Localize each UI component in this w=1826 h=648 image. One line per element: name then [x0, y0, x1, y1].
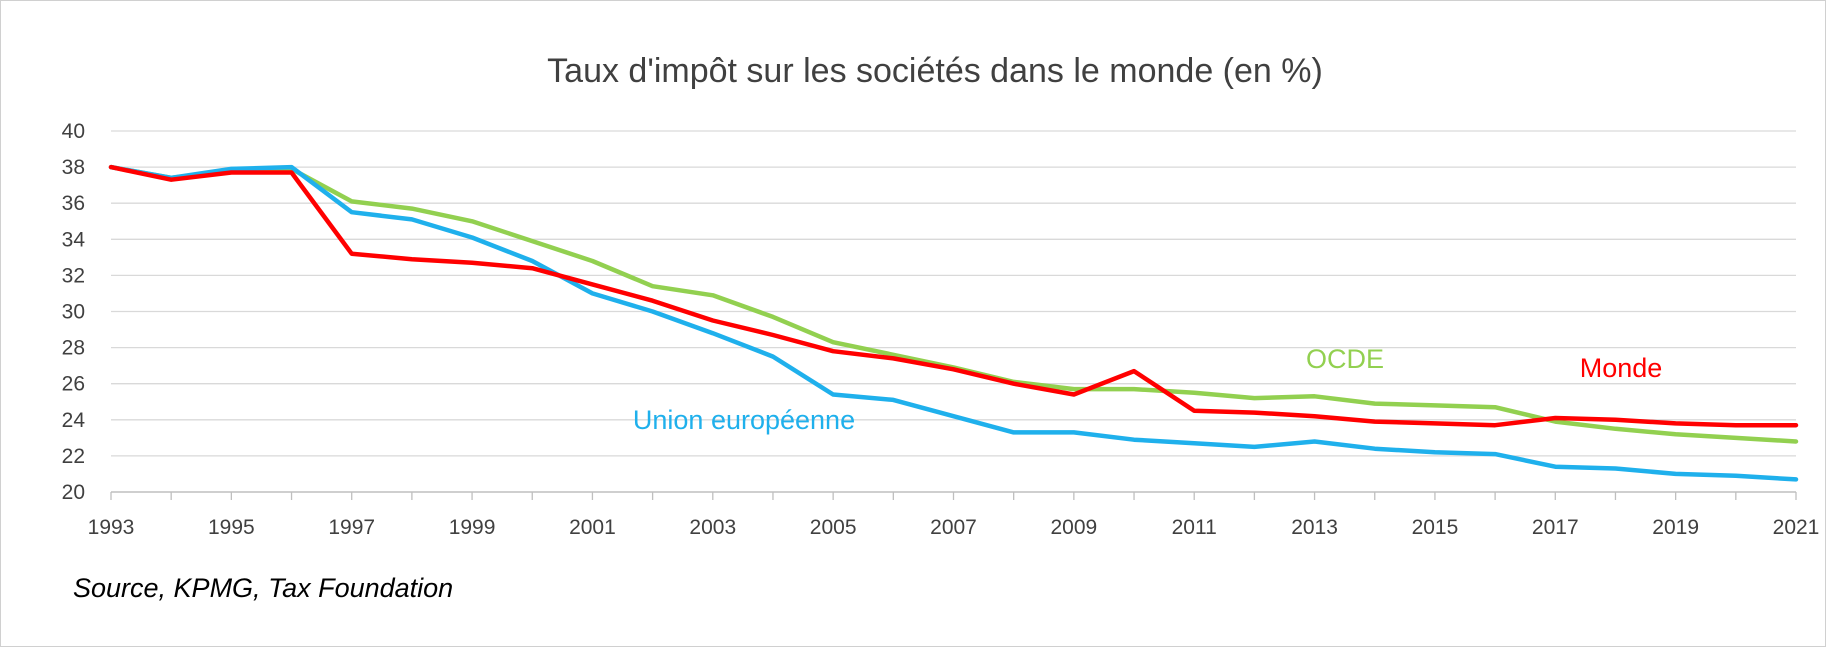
- x-tick-label: 2011: [1172, 516, 1217, 539]
- chart-title: Taux d'impôt sur les sociétés dans le mo…: [547, 52, 1323, 90]
- x-tick-label: 2015: [1412, 516, 1459, 539]
- series-lines: [108, 164, 1799, 482]
- y-tick-label: 32: [62, 264, 85, 287]
- x-tick-label: 1999: [449, 516, 496, 539]
- series-line-1: [108, 164, 1799, 482]
- x-tick-label: 2001: [569, 516, 616, 539]
- x-tick-label: 2009: [1050, 516, 1097, 539]
- y-tick-label: 22: [62, 445, 85, 468]
- y-tick-label: 40: [62, 120, 85, 143]
- x-tick-label: 1997: [328, 516, 375, 539]
- y-tick-label: 26: [62, 373, 85, 396]
- gridlines: [111, 130, 1796, 457]
- x-axis-ticks: 1993 1995 1997 1999 2001 2003 2005 2007 2009 2011…: [88, 516, 1820, 539]
- x-tick-label: 2005: [810, 516, 857, 539]
- series-label-1: Union européenne: [633, 405, 855, 435]
- y-tick-label: 34: [62, 228, 86, 251]
- series-label-0: OCDE: [1306, 344, 1384, 374]
- series-labels: OCDE Union européenne Monde: [633, 344, 1662, 435]
- y-axis: 20 22 24 26 28 30 32 34 36 38 40: [62, 120, 86, 504]
- y-tick-label: 24: [62, 409, 86, 432]
- x-axis: [110, 491, 1797, 500]
- y-tick-label: 30: [62, 301, 85, 324]
- x-tick-label: 1995: [208, 516, 255, 539]
- y-tick-label: 38: [62, 156, 85, 179]
- x-tick-label: 1993: [88, 516, 135, 539]
- x-tick-label: 2021: [1773, 516, 1820, 539]
- x-tick-label: 2013: [1291, 516, 1338, 539]
- y-tick-label: 20: [62, 481, 85, 504]
- series-line-2: [108, 164, 1799, 428]
- x-tick-label: 2007: [930, 516, 977, 539]
- series-label-2: Monde: [1580, 353, 1663, 383]
- y-tick-label: 28: [62, 337, 85, 360]
- y-tick-label: 36: [62, 192, 85, 215]
- x-tick-label: 2019: [1652, 516, 1699, 539]
- x-tick-label: 2017: [1532, 516, 1579, 539]
- source-note: Source, KPMG, Tax Foundation: [73, 573, 453, 603]
- series-line-0: [108, 164, 1799, 444]
- x-tick-label: 2003: [689, 516, 736, 539]
